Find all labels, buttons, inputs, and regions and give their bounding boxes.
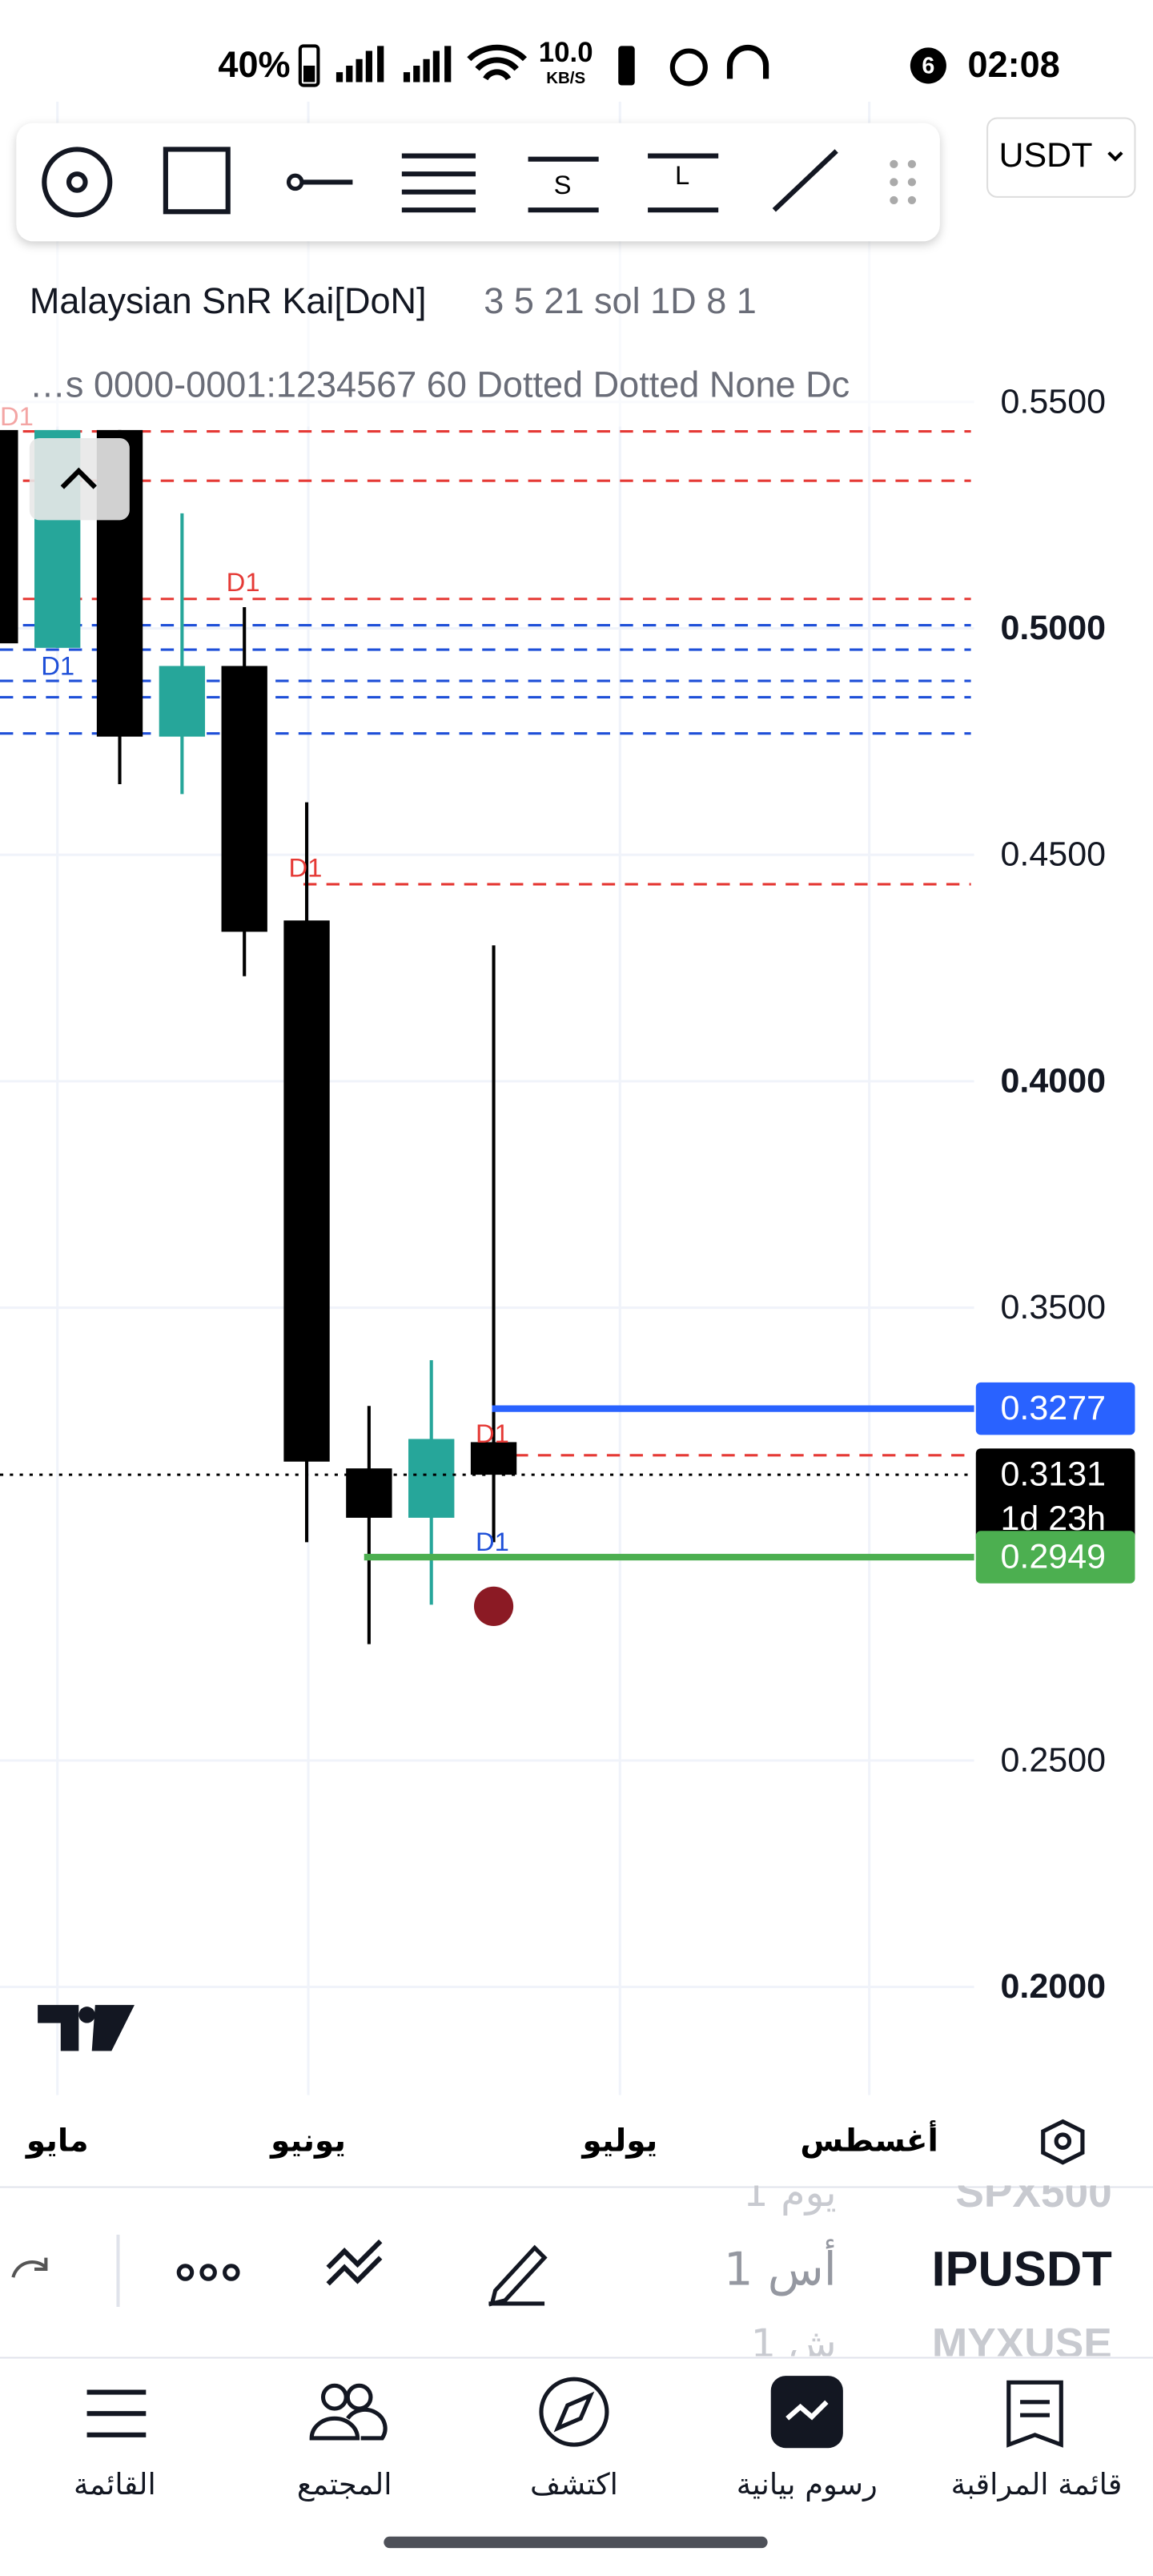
indicator-params: 3 5 21 sol 1D 8 1 — [484, 280, 757, 321]
vibrate-icon — [618, 46, 635, 86]
level-tag: D1 — [227, 567, 260, 597]
logo-dot — [78, 2006, 95, 2023]
x-tick-label: يونيو — [269, 2123, 346, 2159]
y-tick-label: 0.2000 — [1001, 1967, 1107, 2006]
nav-explore-icon[interactable] — [539, 2377, 609, 2447]
drawing-toolbar: S L — [16, 123, 940, 242]
more-icon[interactable] — [176, 2264, 240, 2281]
logo — [38, 2005, 135, 2051]
battery-level — [303, 65, 315, 83]
nav-menu-icon[interactable] — [86, 2389, 147, 2437]
price-tag — [975, 1382, 1135, 1435]
level-tag: D1 — [41, 650, 74, 680]
level-tag: D1 — [476, 1419, 509, 1448]
legend-overlay — [0, 229, 974, 427]
nav-community-icon[interactable] — [309, 2383, 388, 2441]
interval: 1 أس — [724, 2240, 837, 2296]
alarm-icon — [669, 48, 708, 87]
wifi-icon — [467, 44, 528, 81]
clock: 02:08 — [968, 44, 1060, 85]
interval: 1 ش — [751, 2320, 837, 2367]
price-tag-label: 0.2949 — [1001, 1537, 1107, 1576]
symbol: IPUSDT — [931, 2241, 1111, 2296]
draw-icon[interactable] — [488, 2244, 548, 2307]
y-tick-label: 0.2500 — [1001, 1741, 1107, 1779]
indicator-icon[interactable] — [326, 2239, 383, 2286]
candle-body — [159, 666, 206, 737]
candle-body — [221, 666, 267, 932]
price-tag — [975, 1531, 1135, 1584]
symbol: MYXUSE — [932, 2320, 1112, 2367]
indicator-name: Malaysian SnR Kai[DoN] — [30, 280, 427, 321]
watchlist: SPX500 1 يوم IPUSDT 1 أس MYXUSE 1 ش — [724, 2169, 1112, 2367]
home-indicator — [384, 2536, 768, 2549]
chart-area: D1D1D1D1D1D1 — [0, 102, 974, 2095]
interval: 1 يوم — [743, 2169, 836, 2216]
candle-body — [0, 429, 18, 644]
tool-trend[interactable] — [772, 149, 838, 212]
redo-icon[interactable] — [11, 2257, 48, 2278]
y-tick-label: 0.4000 — [1001, 1061, 1107, 1100]
chevron-up — [60, 467, 97, 489]
level-tag: D1 — [289, 852, 323, 882]
settings-icon-center — [1054, 2132, 1072, 2150]
candle-body — [470, 1442, 517, 1475]
y-tick-label: 0.3500 — [1001, 1288, 1107, 1326]
tool-cursor[interactable] — [42, 147, 113, 218]
net-unit: KB/S — [546, 69, 585, 87]
level-tag: D1 — [476, 1527, 509, 1556]
tool-cursor-dot — [66, 171, 88, 193]
price-tag-label: 0.3131 — [1001, 1455, 1107, 1494]
net-speed: 10.0 — [539, 37, 593, 68]
marker — [473, 1586, 514, 1626]
y-tick-label: 0.5500 — [1001, 382, 1107, 421]
nav-label: المجتمع — [297, 2467, 392, 2502]
status-bar: 40% 10.0 KB/S 6 02:08 — [218, 37, 1059, 87]
candle-body — [408, 1439, 455, 1518]
currency-box[interactable] — [986, 117, 1136, 198]
nav-label: رسوم بيانية — [737, 2467, 878, 2502]
toolbar-handle[interactable] — [890, 159, 917, 205]
currency: USDT — [998, 136, 1092, 175]
nav-chart-line — [785, 2400, 829, 2421]
price-tag-label: 0.3277 — [1001, 1389, 1107, 1427]
tool-rect[interactable] — [163, 147, 231, 215]
nav-watchlist-icon[interactable] — [1006, 2380, 1063, 2448]
currency-caret — [1107, 151, 1123, 162]
collapse-button[interactable] — [29, 437, 130, 521]
y-tick-label: 0.5000 — [1001, 609, 1107, 647]
candle-body — [346, 1468, 392, 1518]
battery-icon — [298, 44, 320, 87]
tool-s-letter: S — [554, 170, 572, 199]
nav-label: قائمة المراقبة — [951, 2467, 1123, 2502]
battery-text: 40% — [218, 44, 290, 85]
indicator-line: …s 0000-0001:1234567 60 Dotted Dotted No… — [30, 364, 850, 405]
settings-icon[interactable] — [1041, 2119, 1085, 2165]
signal-icon — [335, 46, 452, 83]
tool-support[interactable] — [528, 156, 599, 213]
bottom-nav: القائمة المجتمع اكتشف رسوم بيانية قائمة المر… — [74, 2467, 1122, 2502]
nav-label: اكتشف — [530, 2467, 618, 2502]
symbol: SPX500 — [955, 2169, 1111, 2216]
time-axis: مايو يونيو يوليو أغسطس — [25, 2120, 938, 2159]
tool-fib[interactable] — [401, 153, 476, 213]
candle-body — [283, 920, 330, 1462]
tool-line-dot — [286, 173, 304, 191]
x-tick-label: مايو — [25, 2123, 89, 2159]
x-tick-label: يوليو — [581, 2123, 657, 2159]
headphones-icon — [726, 44, 769, 79]
x-tick-label: أغسطس — [800, 2120, 938, 2159]
price-axis: 0.5500 0.5000 0.4500 0.4000 0.3500 0.2500 0.20… — [975, 382, 1135, 2006]
y-tick-label: 0.4500 — [1001, 835, 1107, 874]
tool-l-letter: L — [675, 160, 689, 190]
notification-badge — [910, 47, 946, 84]
notification-count: 6 — [922, 54, 934, 79]
tool-level[interactable] — [648, 153, 719, 213]
nav-label: القائمة — [74, 2467, 156, 2502]
price-tag — [975, 1448, 1135, 1544]
